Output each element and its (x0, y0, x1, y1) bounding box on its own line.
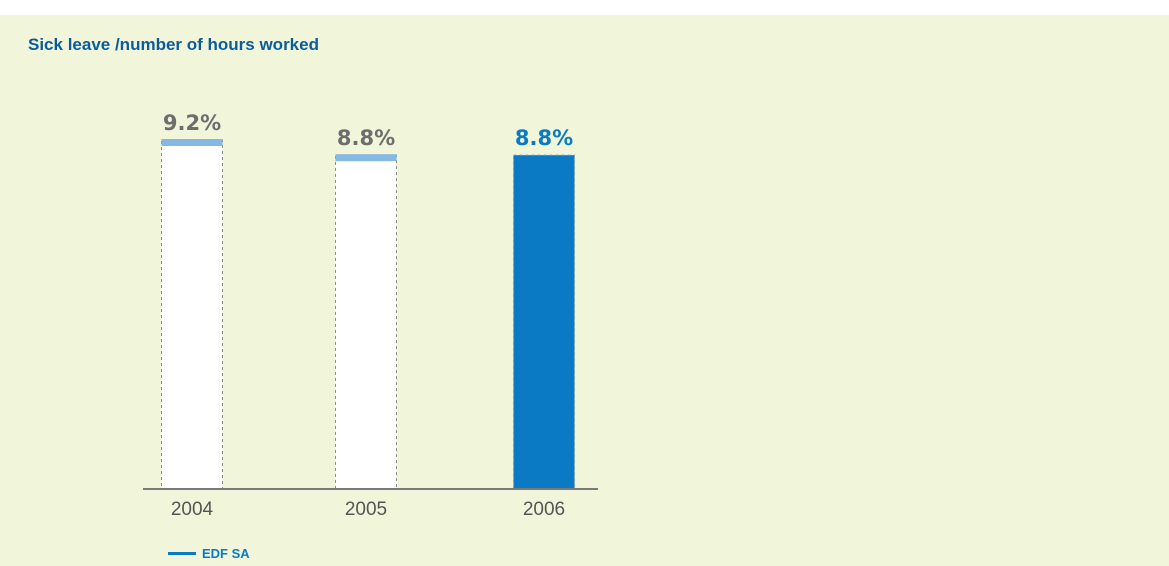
x-tick-2005: 2005 (345, 499, 387, 520)
chart-title: Sick leave /number of hours worked (28, 35, 319, 54)
x-tick-2004: 2004 (171, 499, 214, 520)
bars-group (161, 139, 575, 490)
value-label-2005: 8.8% (337, 126, 395, 150)
x-tick-2006: 2006 (523, 499, 565, 520)
bar-cap-2004 (161, 139, 223, 146)
value-label-2006: 8.8% (515, 126, 573, 150)
bar-2006 (513, 154, 575, 490)
x-tick-labels: 2004 2005 2006 (171, 499, 565, 520)
value-labels: 9.2% 8.8% 8.8% (163, 111, 573, 150)
value-label-2004: 9.2% (163, 111, 221, 135)
legend-swatch-edf-sa (168, 552, 196, 555)
legend-label-edf-sa: EDF SA (202, 546, 250, 561)
bar-2004 (161, 139, 223, 490)
legend: EDF SA (168, 546, 250, 561)
bar-cap-2005 (335, 154, 397, 162)
bar-2005 (335, 154, 397, 490)
